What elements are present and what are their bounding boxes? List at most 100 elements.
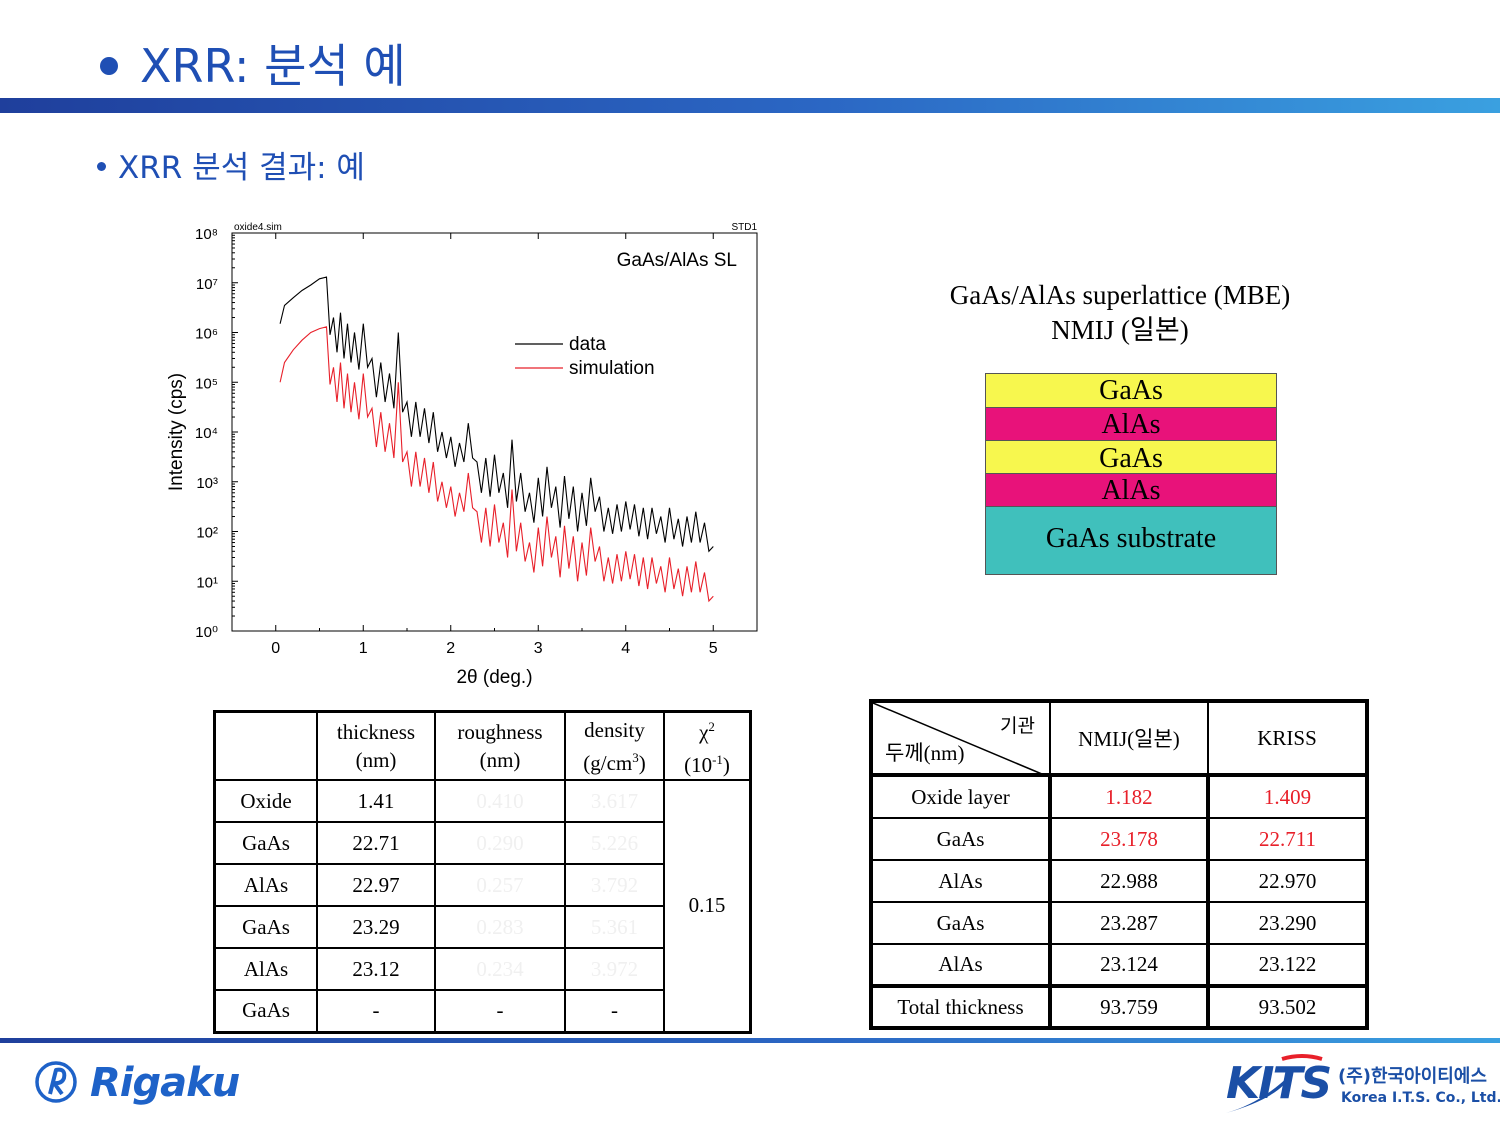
table-row: AlAs 22.988 22.970 <box>870 859 1368 903</box>
rigaku-logo-icon <box>35 1061 77 1103</box>
thickness-cell: 22.97 <box>316 863 436 907</box>
kriss-value: 93.502 <box>1207 985 1368 1029</box>
layer-cell: GaAs <box>213 989 318 1033</box>
layer-cell: AlAs <box>213 947 318 991</box>
file-label: oxide4.sim <box>234 222 282 233</box>
chi-square-cell: 0.15 <box>663 779 752 1033</box>
sample-title-line1: GaAs/AlAs superlattice (MBE) <box>949 280 1291 310</box>
footer-bar <box>0 1038 1500 1043</box>
kits-korean-name: (주)한국아이티에스 <box>1338 1066 1487 1087</box>
thickness-cell: 23.29 <box>316 905 436 949</box>
y-tick-label: 10⁷ <box>196 276 218 293</box>
kriss-value: 22.970 <box>1207 859 1368 903</box>
diagonal-line <box>873 703 1049 777</box>
kriss-value: 23.122 <box>1207 943 1368 987</box>
kriss-value: 23.290 <box>1207 901 1368 945</box>
x-tick-label: 2 <box>446 640 455 657</box>
nmij-value: 23.124 <box>1049 943 1210 987</box>
table-row: GaAs 23.287 23.290 <box>870 901 1368 945</box>
sample-title-line2: NMIJ (일본) <box>1051 315 1189 345</box>
kits-swoosh-icon <box>1226 1054 1323 1113</box>
table-row: AlAs 23.12 0.234 3.972 <box>213 947 751 991</box>
table-row: AlAs 22.97 0.257 3.792 <box>213 863 751 907</box>
row-label: AlAs <box>870 859 1052 903</box>
table-row: GaAs 23.178 22.711 <box>870 817 1368 861</box>
layer-cell: AlAs <box>213 863 318 907</box>
roughness-cell: - <box>434 989 566 1033</box>
y-tick-label: 10⁶ <box>195 326 218 343</box>
x-tick-label: 0 <box>271 640 280 657</box>
row-label: GaAs <box>870 817 1052 861</box>
table-row: AlAs 23.124 23.122 <box>870 943 1368 987</box>
section-subtitle-text: XRR 분석 결과: 예 <box>118 150 365 186</box>
header-density: density (g/cm3) <box>564 710 665 781</box>
section-subtitle: XRR 분석 결과: 예 <box>97 142 365 187</box>
x-tick-label: 4 <box>621 640 630 657</box>
row-label: Total thickness <box>870 985 1052 1029</box>
nmij-value: 93.759 <box>1049 985 1210 1029</box>
header-kriss: KRISS <box>1207 700 1368 776</box>
y-tick-label: 10⁰ <box>195 624 218 641</box>
density-cell: 3.617 <box>564 779 665 823</box>
density-cell: 3.792 <box>564 863 665 907</box>
sample-title: GaAs/AlAs superlattice (MBE) NMIJ (일본) <box>900 278 1340 348</box>
diagonal-header-cell: 기관 두께(nm) <box>870 700 1051 777</box>
series-line-simulation <box>279 326 714 603</box>
table-row: Total thickness 93.759 93.502 <box>870 985 1368 1029</box>
thickness-cell: 22.71 <box>316 821 436 865</box>
thickness-cell: - <box>316 989 436 1033</box>
roughness-cell: 0.290 <box>434 821 566 865</box>
chart-annotation: GaAs/AlAs SL <box>617 250 737 271</box>
y-tick-label: 10³ <box>196 475 218 492</box>
header-chi-square: χ2 (10-1) <box>663 710 752 781</box>
table-row: Oxide 1.41 0.410 3.617 0.15 <box>213 779 752 1033</box>
kriss-value: 1.409 <box>1207 774 1368 819</box>
std-label: STD1 <box>731 222 757 233</box>
roughness-cell: 0.257 <box>434 863 566 907</box>
x-tick-label: 5 <box>709 640 718 657</box>
layer-gaas-2: GaAs <box>986 441 1276 474</box>
roughness-cell: 0.283 <box>434 905 566 949</box>
legend-label-simulation: simulation <box>569 358 655 379</box>
x-axis-label: 2θ (deg.) <box>456 667 532 688</box>
rigaku-logo-text: Rigaku <box>90 1060 240 1106</box>
y-axis-label: Intensity (cps) <box>166 373 187 491</box>
y-tick-label: 10¹ <box>196 574 218 591</box>
table-row: GaAs - - - <box>213 989 751 1033</box>
density-cell: 5.361 <box>564 905 665 949</box>
header-nmij: NMIJ(일본) <box>1049 700 1209 776</box>
layer-gaas-top: GaAs <box>986 374 1276 408</box>
table-row: Oxide layer 1.182 1.409 <box>870 774 1368 819</box>
corner-bottom-label: 두께(nm) <box>885 741 965 765</box>
kits-logo-text: KITS <box>1226 1058 1332 1109</box>
bullet-icon <box>97 162 106 171</box>
x-tick-label: 3 <box>534 640 543 657</box>
nmij-value: 23.287 <box>1049 901 1210 945</box>
y-tick-label: 10² <box>196 525 218 542</box>
thickness-cell: 23.12 <box>316 947 436 991</box>
y-tick-label: 10⁸ <box>195 226 218 243</box>
fit-result-table: thickness (nm) roughness (nm) density (g/cm… <box>213 710 752 1034</box>
nmij-value: 1.182 <box>1049 774 1210 819</box>
header-bar <box>0 98 1500 113</box>
x-tick-label: 1 <box>359 640 368 657</box>
xrr-chart: 0 1 2 3 4 5 10⁰ 10¹ 10² 10³ 10⁴ 10⁵ 10⁶ 10⁷ 10⁸ 2θ (deg… <box>166 222 758 688</box>
legend-label-data: data <box>569 334 606 355</box>
roughness-cell: 0.234 <box>434 947 566 991</box>
header-roughness: roughness (nm) <box>434 710 566 781</box>
thickness-comparison-table: 기관 두께(nm) NMIJ(일본) KRISS Oxide layer 1.1… <box>869 699 1369 1030</box>
y-tick-label: 10⁴ <box>195 425 218 442</box>
table-row: GaAs 22.71 0.290 5.226 <box>213 821 751 865</box>
density-cell: 5.226 <box>564 821 665 865</box>
layer-cell: Oxide <box>213 779 318 823</box>
roughness-cell: 0.410 <box>434 779 566 823</box>
density-cell: 3.972 <box>564 947 665 991</box>
thickness-cell: 1.41 <box>316 779 436 823</box>
layer-stack-diagram: GaAs AlAs GaAs AlAs GaAs substrate <box>985 373 1277 575</box>
layer-substrate: GaAs substrate <box>986 507 1276 574</box>
series-line-data <box>279 276 714 553</box>
y-tick-label: 10⁵ <box>195 375 218 392</box>
header-empty-cell <box>213 710 318 781</box>
bullet-icon <box>100 56 118 75</box>
row-label: Oxide layer <box>870 774 1052 819</box>
